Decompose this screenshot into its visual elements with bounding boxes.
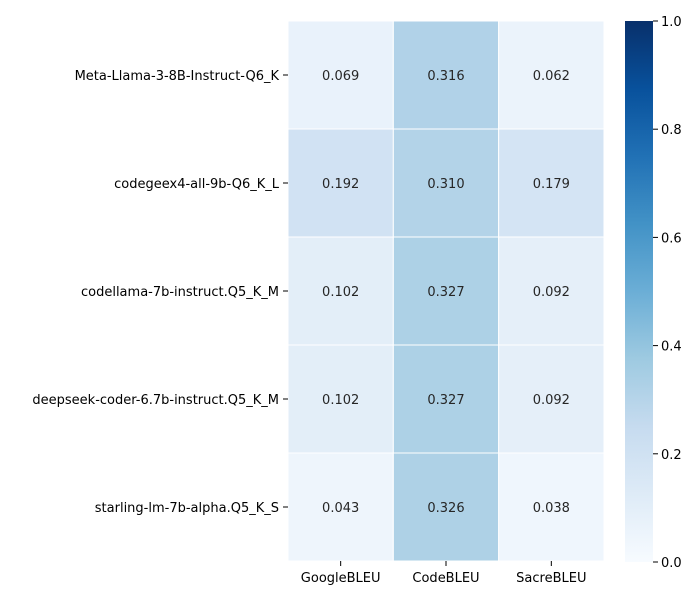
heatmap-cell [392,20,500,130]
heatmap-cell [498,452,605,562]
cell-value-label: 0.092 [533,285,570,300]
row-tick-labels: Meta-Llama-3-8B-Instruct-Q6_K codegeex4-a… [32,69,288,516]
column-tick-labels: GoogleBLEU CodeBLEU SacreBLEU [301,561,586,586]
cell-value-label: 0.043 [322,501,359,516]
heatmap-cell [392,236,500,346]
row-tick-label: deepseek-coder-6.7b-instruct.Q5_K_M [32,393,279,408]
colorbar: 0.0 0.2 0.4 0.6 0.8 1.0 [625,15,682,571]
cell-value-label: 0.327 [427,393,464,408]
heatmap-cell [287,128,394,238]
colorbar-tick-label: 0.6 [661,231,682,246]
colorbar-tick-label: 0.4 [661,340,682,355]
column-tick-label: CodeBLEU [412,571,479,586]
row-tick-label: Meta-Llama-3-8B-Instruct-Q6_K [75,69,280,84]
cell-value-label: 0.316 [427,69,464,84]
heatmap-cell [392,128,500,238]
heatmap-cell [498,20,605,130]
heatmap-cell [287,452,394,562]
heatmap-cell [287,344,394,454]
heatmap-cells [287,20,605,562]
heatmap-cell [287,20,394,130]
heatmap-cell-labels: 0.069 0.316 0.062 0.192 0.310 0.179 0.102 0.327… [322,69,570,516]
cell-value-label: 0.038 [533,501,570,516]
heatmap-cell [392,452,500,562]
cell-value-label: 0.069 [322,69,359,84]
row-tick-label: starling-lm-7b-alpha.Q5_K_S [95,501,279,516]
column-tick-label: SacreBLEU [516,571,586,586]
colorbar-tick-label: 1.0 [661,15,682,30]
colorbar-gradient [625,21,653,562]
cell-value-label: 0.179 [533,177,570,192]
cell-value-label: 0.310 [427,177,464,192]
column-tick-label: GoogleBLEU [301,571,381,586]
cell-value-label: 0.062 [533,69,570,84]
cell-value-label: 0.092 [533,393,570,408]
colorbar-tick-label: 0.8 [661,123,682,138]
heatmap-cell [498,128,605,238]
cell-value-label: 0.102 [322,393,359,408]
colorbar-tick-label: 0.2 [661,448,682,463]
cell-value-label: 0.327 [427,285,464,300]
colorbar-tick-label: 0.0 [661,556,682,571]
cell-value-label: 0.326 [427,501,464,516]
cell-value-label: 0.102 [322,285,359,300]
cell-value-label: 0.192 [322,177,359,192]
row-tick-label: codegeex4-all-9b-Q6_K_L [114,177,280,192]
row-tick-label: codellama-7b-instruct.Q5_K_M [81,285,279,300]
heatmap-cell [498,344,605,454]
